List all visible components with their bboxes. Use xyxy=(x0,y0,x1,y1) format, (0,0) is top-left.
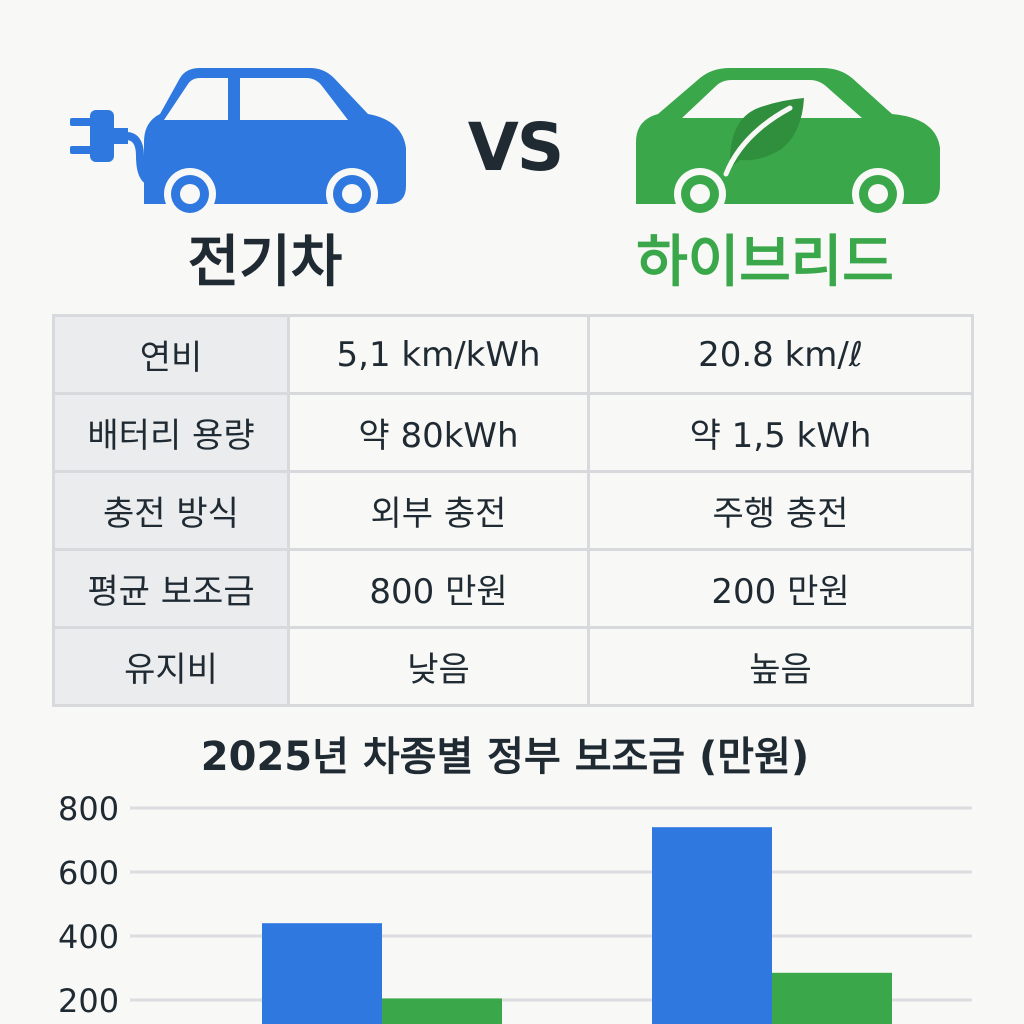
bar-series2-group2 xyxy=(772,972,892,1024)
subsidy-bar-chart: 800 600 400 200 xyxy=(58,790,972,1024)
hybrid-value: 주행 충전 xyxy=(587,470,974,551)
hybrid-title: 하이브리드 xyxy=(636,230,894,295)
bar-series1-group1 xyxy=(262,923,382,1024)
hybrid-value: 약 1,5 kWh xyxy=(587,392,974,473)
ev-value: 약 80kWh xyxy=(287,392,590,473)
y-tick-label: 200 xyxy=(58,982,119,1020)
row-label: 배터리 용량 xyxy=(52,392,290,473)
y-tick-label: 600 xyxy=(58,854,119,892)
table-row: 평균 보조금 800 만원 200 만원 xyxy=(52,548,974,629)
row-label: 평균 보조금 xyxy=(52,548,290,629)
bar-series2-group1 xyxy=(382,998,502,1024)
vs-label: VS xyxy=(467,109,565,186)
table-row: 충전 방식 외부 충전 주행 충전 xyxy=(52,470,974,551)
row-label: 유지비 xyxy=(52,626,290,707)
table-row: 연비 5,1 km/kWh 20.8 km/ℓ xyxy=(52,314,974,395)
table-row: 배터리 용량 약 80kWh 약 1,5 kWh xyxy=(52,392,974,473)
hybrid-value: 20.8 km/ℓ xyxy=(587,314,974,395)
y-tick-label: 400 xyxy=(58,918,119,956)
hybrid-value: 높음 xyxy=(587,626,974,707)
hybrid-car-leaf-icon xyxy=(636,68,940,219)
table-row: 유지비 낮음 높음 xyxy=(52,626,974,707)
ev-value: 낮음 xyxy=(287,626,590,707)
row-label: 연비 xyxy=(52,314,290,395)
chart-title: 2025년 차종별 정부 보조금 (만원) xyxy=(200,734,810,780)
ev-value: 외부 충전 xyxy=(287,470,590,551)
ev-title: 전기차 xyxy=(187,230,343,295)
ev-value: 5,1 km/kWh xyxy=(287,314,590,395)
comparison-table: 연비 5,1 km/kWh 20.8 km/ℓ 배터리 용량 약 80kWh 약… xyxy=(52,314,974,707)
bar-series1-group2 xyxy=(652,827,772,1024)
ev-value: 800 만원 xyxy=(287,548,590,629)
row-label: 충전 방식 xyxy=(52,470,290,551)
y-tick-label: 800 xyxy=(58,790,119,828)
hybrid-value: 200 만원 xyxy=(587,548,974,629)
ev-car-plug-icon xyxy=(70,68,406,219)
